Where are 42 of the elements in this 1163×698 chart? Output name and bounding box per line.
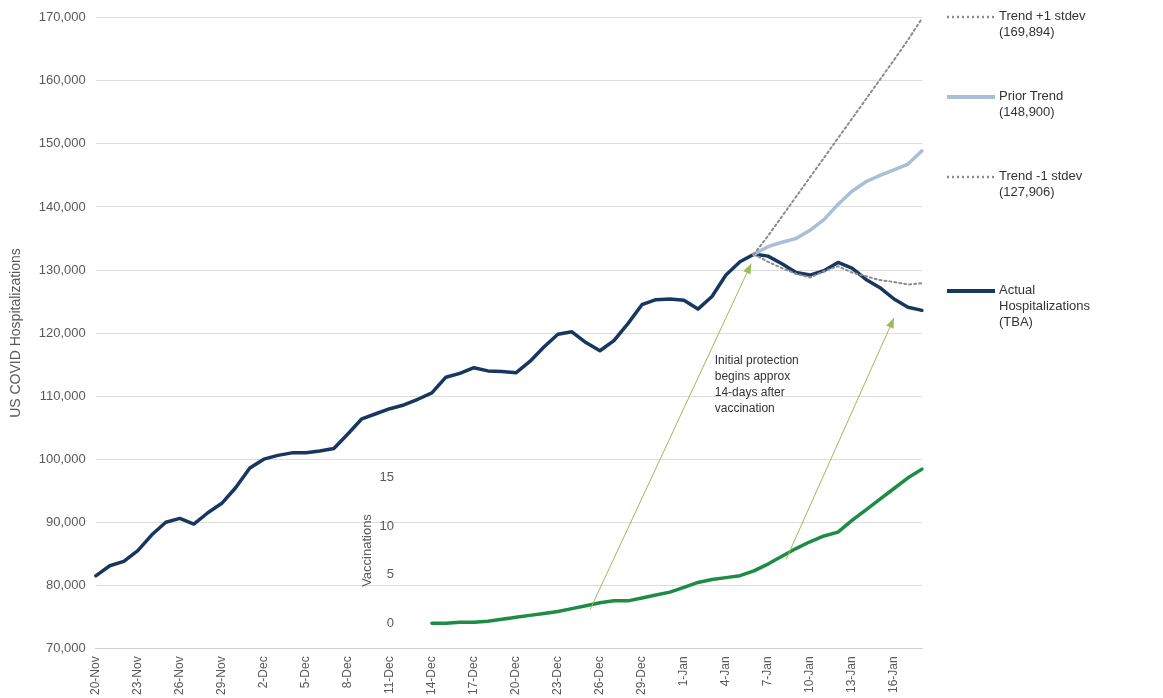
x-tick-label: 7-Jan — [760, 656, 775, 687]
x-tick-label: 11-Dec — [382, 656, 397, 695]
x-tick-label: 23-Dec — [550, 656, 565, 695]
x-tick-label: 14-Dec — [424, 656, 439, 695]
y-axis-title: US COVID Hospitalizations — [7, 248, 24, 418]
x-tick-label: 23-Nov — [130, 656, 145, 695]
x-tick-label: 20-Dec — [508, 656, 523, 695]
x-tick-label: 20-Nov — [88, 656, 103, 695]
y-tick-label: 150,000 — [38, 135, 86, 151]
x-tick-label: 2-Dec — [256, 656, 271, 689]
y-tick-label: 100,000 — [38, 450, 86, 466]
x-tick-label: 16-Jan — [886, 656, 901, 694]
y-tick-label: 80,000 — [46, 576, 86, 592]
x-tick-label: 13-Jan — [844, 656, 859, 694]
y-tick-label: 170,000 — [38, 9, 86, 25]
annotation: Initial protection begins approx 14-days after vaccination — [714, 352, 799, 415]
x-tick-label: 5-Dec — [298, 656, 313, 689]
x-tick-label: 10-Jan — [802, 656, 817, 694]
y-tick-label: 90,000 — [46, 513, 86, 529]
y2-axis-title: Vaccinations — [359, 513, 375, 587]
y-tick-label: 120,000 — [38, 324, 86, 340]
legend-label: Trend -1 stdev (127,906) — [999, 168, 1084, 200]
x-tick-label: 8-Dec — [340, 656, 355, 689]
legend-label: Trend +1 stdev (169,894) — [999, 8, 1087, 40]
y2-tick-label: 5 — [386, 566, 394, 582]
y-tick-label: 160,000 — [38, 72, 86, 88]
x-tick-label: 29-Dec — [634, 656, 649, 695]
y-tick-label: 140,000 — [38, 198, 86, 214]
y-tick-label: 110,000 — [39, 387, 86, 403]
x-tick-label: 29-Nov — [214, 656, 229, 695]
legend-label: Actual Hospitalizations (TBA) — [999, 282, 1092, 330]
y-tick-label: 130,000 — [38, 261, 86, 277]
x-tick-label: 17-Dec — [466, 656, 481, 695]
y2-tick-label: 15 — [379, 469, 394, 485]
legend-label: Prior Trend (148,900) — [999, 88, 1065, 120]
y2-tick-label: 0 — [386, 614, 394, 630]
y-tick-label: 70,000 — [46, 639, 86, 655]
x-tick-label: 26-Dec — [592, 656, 607, 695]
x-tick-label: 26-Nov — [172, 656, 187, 695]
y2-tick-label: 10 — [379, 517, 394, 533]
x-tick-label: 4-Jan — [718, 656, 733, 687]
x-tick-label: 1-Jan — [676, 656, 691, 687]
